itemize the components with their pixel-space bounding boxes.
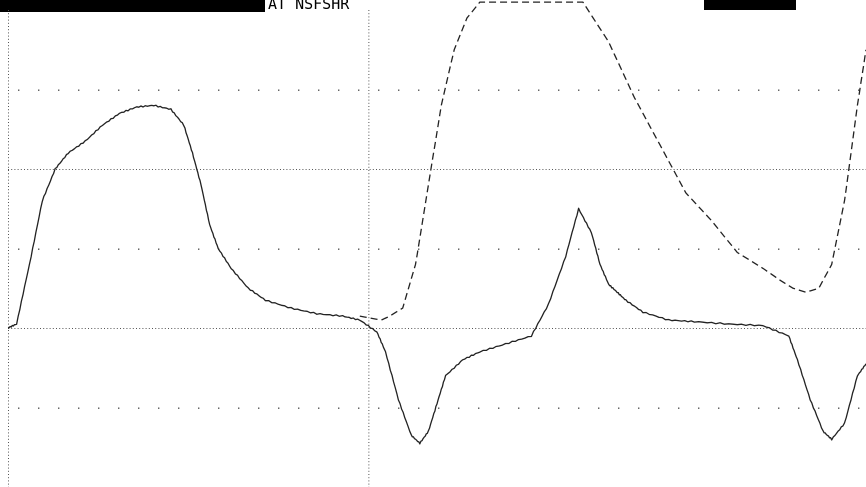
grid-center-vertical xyxy=(368,10,370,487)
status-bar: AT NSFSHR xyxy=(0,0,796,13)
grid-zero-line xyxy=(8,328,866,329)
traces xyxy=(7,1,866,445)
graticule xyxy=(8,10,866,487)
readout-box-left xyxy=(0,0,265,12)
trace-solid xyxy=(7,104,866,445)
grid-left-border xyxy=(8,10,9,487)
grid-line-2 xyxy=(8,169,866,170)
grid-dots-minus-1 xyxy=(18,407,860,409)
channel-label: AT NSFSHR xyxy=(268,0,350,13)
grid-dots-3 xyxy=(18,89,860,91)
readout-box-right xyxy=(704,0,796,10)
trace-dashed xyxy=(359,1,866,321)
grid-dots-1 xyxy=(18,248,860,250)
